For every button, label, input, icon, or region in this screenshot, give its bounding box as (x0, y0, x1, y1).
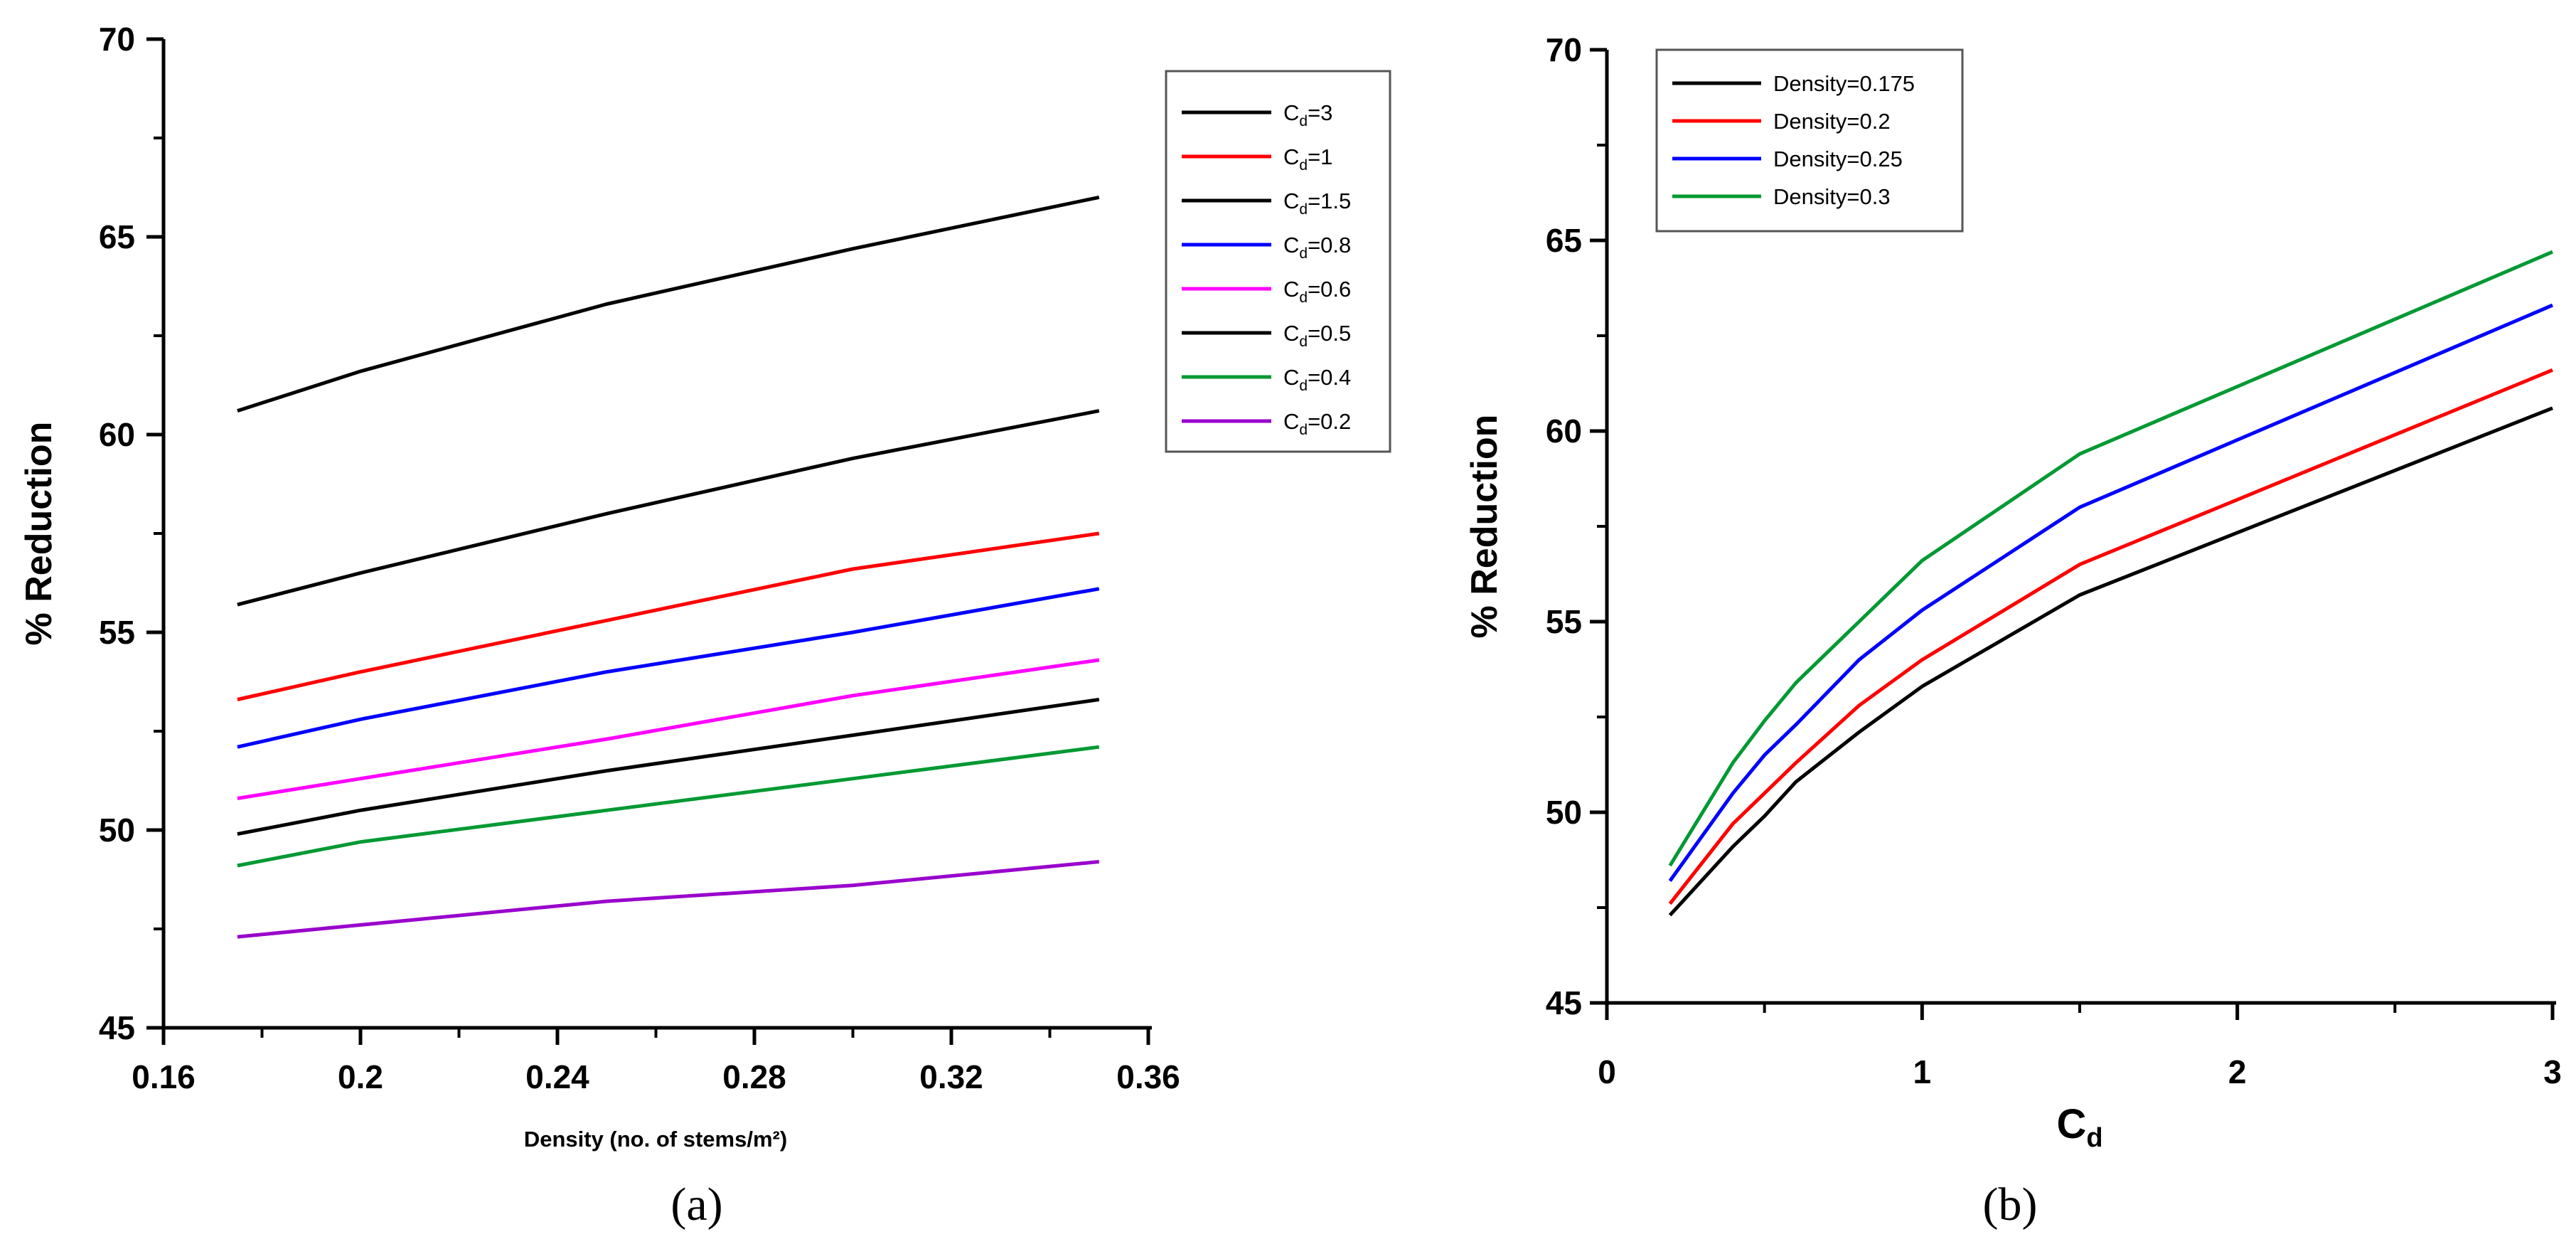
series-line-1 (237, 531, 1100, 701)
legend-box (1655, 48, 1964, 233)
series-line-0 (1668, 406, 2553, 917)
y-tick-label: 70 (99, 21, 135, 58)
y-tick-label: 55 (99, 614, 135, 651)
y-tick-label: 60 (1546, 413, 1582, 450)
legend-label-3: Cd=0.8 (1283, 233, 1351, 262)
series-line-4 (237, 658, 1100, 800)
series-line-5 (237, 698, 1100, 836)
y-axis-title: % Reduction (1464, 415, 1505, 639)
series-line-3 (1668, 250, 2553, 867)
panel-b-chart: 45 50 55 60 65 70 0 1 2 3 Cd % Reduction Density=0.1… (1464, 31, 2562, 1231)
legend-label-4: Cd=0.6 (1283, 277, 1351, 306)
x-tick-label: 3 (2543, 1053, 2562, 1090)
y-tick-label: 50 (99, 812, 135, 849)
legend-label-3: Density=0.3 (1773, 184, 1891, 209)
legend-label-sub: d (1299, 289, 1308, 306)
legend: Cd=3Cd=1Cd=1.5Cd=0.8Cd=0.6Cd=0.5Cd=0.4Cd… (1165, 70, 1391, 453)
legend-label-main: C (1283, 144, 1299, 169)
x-tick-label: 0.24 (525, 1058, 589, 1095)
series-line-6 (237, 745, 1100, 868)
legend-label-rest: =0.6 (1308, 277, 1351, 302)
legend-label-1: Cd=1 (1283, 144, 1332, 174)
series-line-1 (1668, 368, 2553, 905)
x-tick-label: 0.16 (132, 1058, 196, 1095)
legend-label-rest: =1.5 (1308, 188, 1351, 213)
legend-label-main: C (1283, 321, 1299, 346)
x-axis-title: Density (no. of stems/m²) (524, 1127, 787, 1152)
y-tick-label: 50 (1546, 794, 1582, 831)
legend-label-6: Cd=0.4 (1283, 365, 1351, 394)
legend-label-main: C (1283, 188, 1299, 213)
y-tick-label: 45 (99, 1009, 135, 1046)
legend-label-sub: d (1299, 157, 1308, 174)
panel-label: (a) (670, 1179, 722, 1231)
series-line-7 (237, 860, 1100, 939)
x-tick-label: 0.28 (722, 1058, 786, 1095)
series-line-2 (237, 409, 1100, 607)
legend-label-rest: =3 (1308, 100, 1332, 125)
y-tick-label: 65 (1546, 222, 1582, 259)
legend-label-main: C (1283, 409, 1299, 434)
legend-label-0: Density=0.175 (1773, 71, 1915, 96)
legend-label-rest: =0.2 (1308, 409, 1351, 434)
legend-label-sub: d (1299, 201, 1308, 218)
panel-a-chart: 45 50 55 60 65 70 0.16 0.2 0.24 0.28 0.32 0.36 Densi… (18, 21, 1391, 1231)
legend-label-rest: =0.4 (1308, 365, 1351, 390)
x-tick-label: 0.2 (338, 1058, 383, 1095)
legend-label-sub: d (1299, 113, 1308, 129)
x-tick-label: 0 (1598, 1053, 1616, 1090)
y-tick-label: 60 (99, 416, 135, 453)
legend-label-rest: =0.5 (1308, 321, 1351, 346)
legend-label-sub: d (1299, 378, 1308, 394)
legend-box (1165, 70, 1391, 453)
x-tick-label: 0.36 (1116, 1058, 1180, 1095)
legend-label-0: Cd=3 (1283, 100, 1332, 129)
legend-label-main: C (1283, 277, 1299, 302)
x-tick-label: 2 (2228, 1053, 2247, 1090)
y-tick-label: 45 (1546, 984, 1582, 1021)
legend-label-1: Density=0.2 (1773, 109, 1891, 134)
legend-label-2: Density=0.25 (1773, 147, 1903, 171)
y-tick-label: 70 (1546, 31, 1582, 68)
legend-label-sub: d (1299, 334, 1308, 350)
panel-label: (b) (1983, 1179, 2038, 1231)
legend-label-7: Cd=0.2 (1283, 409, 1351, 438)
legend-label-main: C (1283, 100, 1299, 125)
legend-label-5: Cd=0.5 (1283, 321, 1351, 350)
x-tick-label: 0.32 (919, 1058, 983, 1095)
x-axis-title-sub: d (2086, 1123, 2102, 1153)
y-tick-label: 65 (99, 218, 135, 255)
series-line-0 (237, 195, 1100, 413)
x-axis-title: Cd (2056, 1101, 2102, 1153)
series-line-2 (1668, 303, 2553, 882)
y-tick-label: 55 (1546, 603, 1582, 640)
x-tick-label: 1 (1913, 1053, 1932, 1090)
legend-label-2: Cd=1.5 (1283, 188, 1351, 218)
y-axis-title: % Reduction (18, 422, 60, 646)
legend-label-sub: d (1299, 245, 1308, 262)
legend-label-rest: =1 (1308, 144, 1332, 169)
legend-label-main: C (1283, 365, 1299, 390)
legend-label-main: C (1283, 233, 1299, 257)
series-line-3 (237, 587, 1100, 749)
legend: Density=0.175 Density=0.2 Density=0.25 Dens… (1655, 48, 1964, 233)
x-axis-title-main: C (2056, 1101, 2086, 1147)
legend-label-rest: =0.8 (1308, 233, 1351, 257)
legend-label-sub: d (1299, 422, 1308, 438)
